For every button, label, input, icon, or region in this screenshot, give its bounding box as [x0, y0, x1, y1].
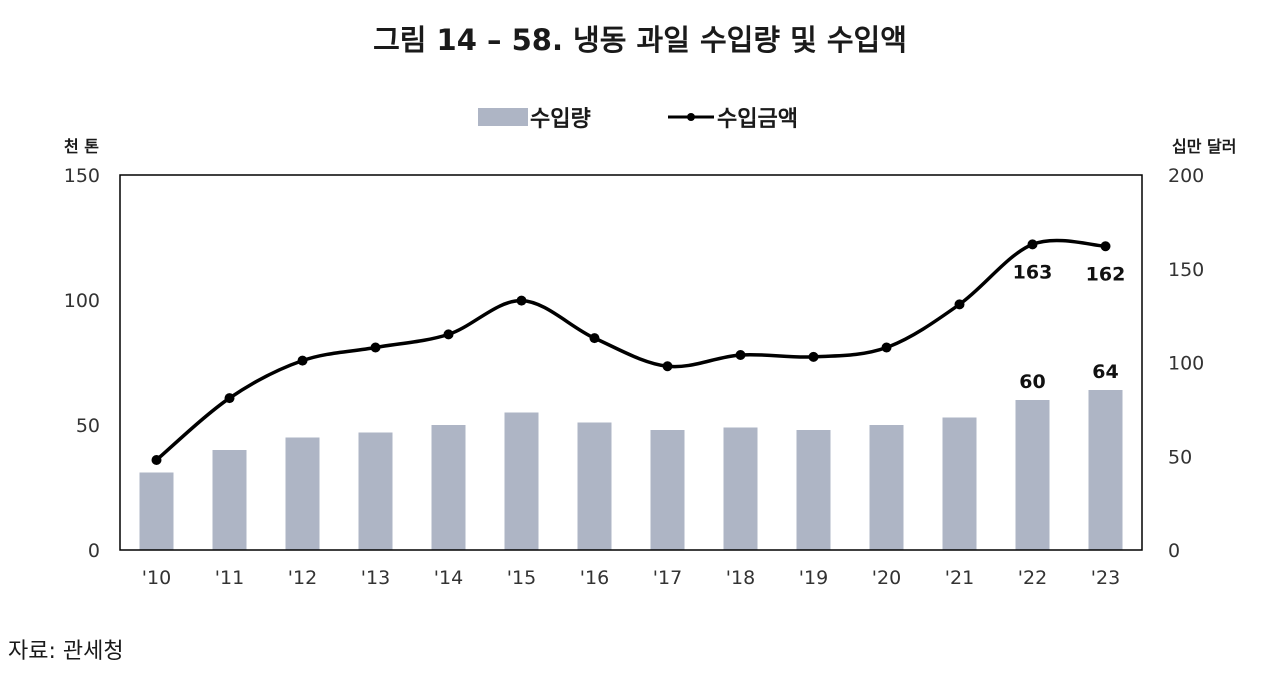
right-tick-label: 150	[1168, 259, 1204, 281]
x-tick-label: '20	[872, 567, 901, 589]
source-note: 자료: 관세청	[8, 639, 124, 664]
data-label: 64	[1092, 361, 1118, 383]
x-tick-label: '14	[434, 567, 463, 589]
line-point	[954, 299, 965, 310]
bar	[796, 430, 831, 550]
bar	[577, 422, 612, 550]
legend-line-label: 수입금액	[717, 107, 798, 132]
chart-title: 그림 14 – 58. 냉동 과일 수입량 및 수입액	[373, 23, 907, 57]
data-label: 60	[1019, 371, 1045, 393]
legend-bar-label: 수입량	[530, 107, 591, 132]
right-tick-label: 0	[1168, 540, 1180, 562]
line-point	[297, 355, 308, 366]
bar	[285, 437, 320, 550]
line-point	[881, 342, 892, 353]
line-point	[516, 295, 527, 306]
line-point	[589, 333, 600, 344]
left-tick-label: 0	[88, 540, 100, 562]
right-tick-label: 50	[1168, 446, 1192, 468]
bar	[1088, 390, 1123, 550]
x-tick-label: '22	[1018, 567, 1047, 589]
x-tick-label: '18	[726, 567, 755, 589]
bar	[139, 472, 174, 550]
x-tick-label: '19	[799, 567, 828, 589]
left-axis-unit: 천 톤	[64, 137, 99, 156]
bar	[431, 425, 466, 550]
bar	[504, 412, 539, 550]
bar-series	[139, 390, 1123, 550]
line-point	[151, 455, 162, 465]
data-labels: 163 162 60 64	[1013, 261, 1126, 393]
bar	[212, 450, 247, 550]
legend: 수입량 수입금액	[478, 107, 798, 132]
line-point	[1100, 241, 1111, 252]
bar	[1015, 400, 1050, 550]
x-tick-label: '16	[580, 567, 609, 589]
legend-line-marker	[687, 113, 695, 121]
x-tick-label: '23	[1091, 567, 1120, 589]
line-point	[808, 351, 819, 362]
left-tick-label: 150	[64, 165, 100, 187]
line-series	[151, 238, 1111, 465]
bar	[723, 427, 758, 550]
right-tick-label: 100	[1168, 353, 1204, 375]
plot-frame	[119, 174, 1143, 551]
left-tick-label: 50	[76, 415, 100, 437]
x-tick-label: '15	[507, 567, 536, 589]
line-point	[662, 361, 673, 372]
right-axis-ticks: 0 50 100 150 200	[1168, 165, 1204, 562]
line-point	[443, 329, 454, 340]
left-axis-ticks: 0 50 100 150	[64, 165, 100, 562]
line-point	[1027, 239, 1038, 250]
line-point	[370, 342, 381, 353]
x-tick-label: '10	[142, 567, 171, 589]
line-point	[224, 393, 235, 404]
x-tick-label: '12	[288, 567, 317, 589]
legend-bar-swatch	[478, 108, 528, 126]
x-axis-ticks: '10 '11 '12 '13 '14 '15 '16 '17 '18 '19 '20 '21 '22 '…	[142, 567, 1120, 589]
bar	[358, 432, 393, 550]
right-axis-unit: 십만 달러	[1172, 137, 1236, 156]
line-point	[735, 350, 746, 360]
x-tick-label: '17	[653, 567, 682, 589]
data-label: 163	[1013, 261, 1053, 283]
data-label: 162	[1086, 263, 1126, 285]
x-tick-label: '13	[361, 567, 390, 589]
x-tick-label: '11	[215, 567, 244, 589]
bar	[942, 417, 977, 550]
right-tick-label: 200	[1168, 165, 1204, 187]
x-tick-label: '21	[945, 567, 974, 589]
left-tick-label: 100	[64, 290, 100, 312]
bar	[650, 430, 685, 550]
bar	[869, 425, 904, 550]
